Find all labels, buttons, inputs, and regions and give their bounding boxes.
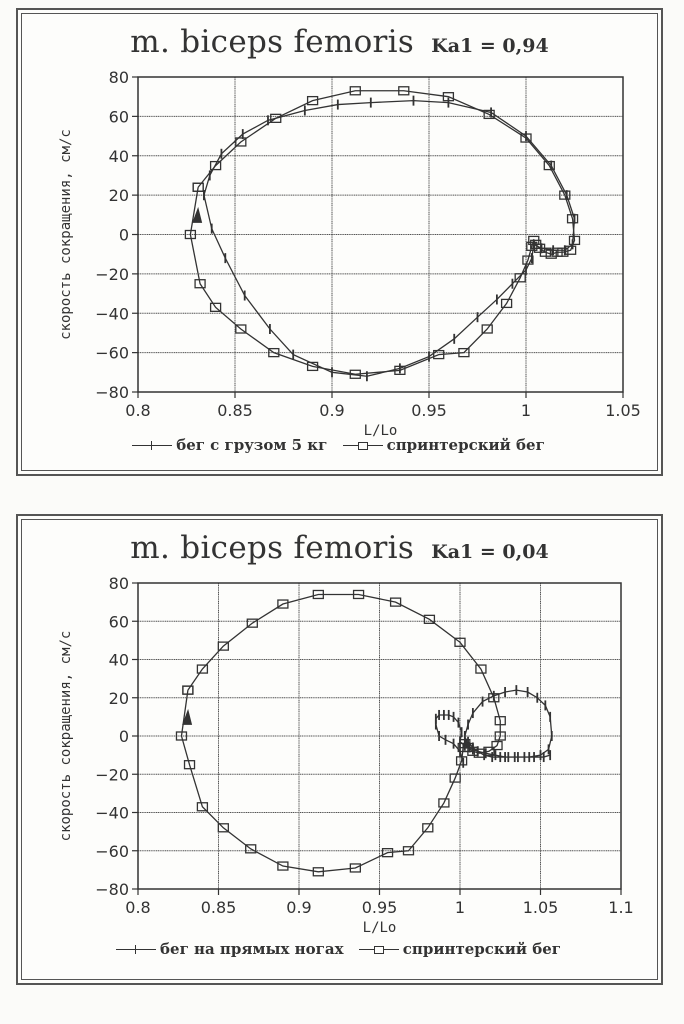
series-plus — [203, 95, 576, 382]
y-tick-label: 20 — [109, 186, 129, 205]
legend-square-marker-icon — [358, 944, 399, 956]
chart-title: m. biceps femoris Ka1 = 0,04 — [18, 530, 661, 566]
y-tick-label: 60 — [109, 107, 129, 126]
y-tick-label: −60 — [95, 344, 129, 363]
x-tick-label: 1.1 — [608, 898, 633, 917]
x-tick-label: 1 — [455, 898, 465, 917]
axes-frame — [137, 582, 622, 890]
x-tick-label: 1 — [521, 401, 531, 420]
panel-inner-border — [21, 13, 658, 471]
grid — [132, 76, 624, 398]
x-tick-label: 1.05 — [605, 401, 641, 420]
x-tick-label: 1.05 — [523, 898, 559, 917]
legend: бег с грузом 5 кг спринтерский бег — [18, 436, 661, 454]
y-tick-label: 0 — [119, 226, 129, 245]
chart-coefficient: Ka1 = 0,94 — [431, 35, 549, 57]
chart-title-muscle: m. biceps femoris — [130, 24, 415, 60]
chart-title-muscle: m. biceps femoris — [130, 530, 415, 566]
legend-plus-marker-icon — [116, 944, 157, 956]
x-tick-label: 0.9 — [286, 898, 311, 917]
x-tick-label: 0.85 — [217, 401, 253, 420]
y-tick-label: 80 — [109, 68, 129, 87]
y-tick-label: 40 — [109, 651, 129, 670]
y-tick-label: 40 — [109, 147, 129, 166]
direction-arrow-icon — [192, 206, 203, 223]
x-tick-label: 0.95 — [411, 401, 447, 420]
y-tick-label: −20 — [95, 765, 129, 784]
legend-item: спринтерский бег — [402, 940, 561, 958]
y-tick-label: −20 — [95, 265, 129, 284]
y-axis-label: скорость сокращения, см/с — [58, 631, 74, 842]
y-tick-label: −80 — [95, 880, 129, 899]
x-tick-label: 0.8 — [125, 401, 150, 420]
series-square — [184, 86, 581, 379]
y-tick-label: 60 — [109, 612, 129, 631]
legend-item: бег с грузом 5 кг — [176, 436, 328, 454]
x-axis-label: L/Lo — [363, 920, 397, 936]
x-tick-label: 0.8 — [125, 898, 150, 917]
chart-title: m. biceps femoris Ka1 = 0,94 — [18, 24, 661, 60]
chart-panel-2: m. biceps femoris Ka1 = 0,04 80 60 40 20 0 −2… — [16, 514, 663, 985]
x-tick-label: 0.9 — [319, 401, 344, 420]
legend-item: спринтерский бег — [386, 436, 545, 454]
series-square — [175, 589, 506, 877]
panel-inner-border — [21, 519, 658, 980]
chart-coefficient: Ka1 = 0,04 — [431, 541, 549, 563]
chart-panel-1: m. biceps femoris Ka1 = 0,94 80 60 40 20 0 −2… — [16, 8, 663, 476]
plot-area: 80 60 40 20 0 −20 −40 −60 −800.8 0.85 0.9 0.95 1 1.05… — [58, 68, 641, 439]
y-tick-label: 20 — [109, 689, 129, 708]
direction-arrow-icon — [182, 708, 193, 725]
x-tick-label: 0.95 — [362, 898, 398, 917]
y-axis-label: скорость сокращения, см/с — [58, 129, 74, 340]
legend-square-marker-icon — [342, 440, 383, 452]
legend: бег на прямых ногах спринтерский бег — [18, 940, 661, 958]
y-tick-label: 80 — [109, 574, 129, 593]
y-tick-label: 0 — [119, 727, 129, 746]
y-tick-label: −40 — [95, 304, 129, 323]
plot-area: 80 60 40 20 0 −20 −40 −60 −800.8 0.85 0.9 0.95 1 1.05… — [58, 574, 634, 936]
x-axis-label: L/Lo — [364, 423, 398, 439]
x-tick-label: 0.85 — [201, 898, 237, 917]
legend-item: бег на прямых ногах — [160, 940, 344, 958]
axes-frame — [137, 76, 624, 393]
y-tick-label: −80 — [95, 383, 129, 402]
legend-plus-marker-icon — [132, 440, 173, 452]
y-tick-label: −40 — [95, 804, 129, 823]
y-tick-label: −60 — [95, 842, 129, 861]
grid — [132, 582, 622, 895]
